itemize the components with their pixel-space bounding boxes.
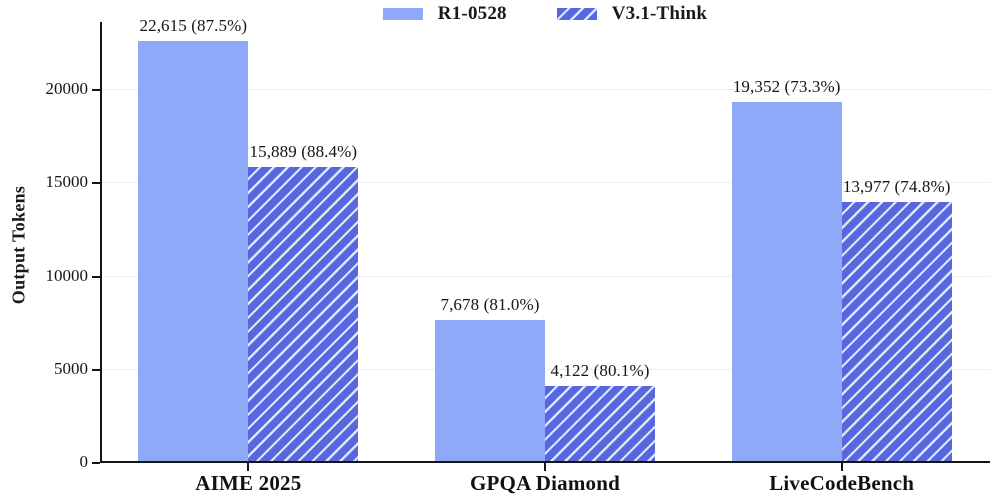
bar-R1-0528-LiveCodeBench xyxy=(731,102,842,463)
x-category-label-2: LiveCodeBench xyxy=(769,471,915,495)
legend-swatch-solid xyxy=(382,8,423,20)
bar-value-label-V3.1-Think-LiveCodeBench: 13,977 (74.8%) xyxy=(842,177,951,197)
legend-label: V3.1-Think xyxy=(611,3,708,24)
y-tick-5000 xyxy=(92,368,100,371)
legend-label: R1-0528 xyxy=(437,3,507,24)
y-tick-label-20000: 20000 xyxy=(45,79,89,99)
y-tick-label-0: 0 xyxy=(79,452,89,471)
bar-V3.1-Think-AIME 2025 xyxy=(248,166,359,463)
plot-area: 0 5000 10000 15000 20000 AIME 2025 GPQA Diamon… xyxy=(46,16,990,495)
gridline-5000 xyxy=(102,368,990,370)
bar-R1-0528-GPQA Diamond xyxy=(435,319,545,463)
gridline-15000 xyxy=(102,182,990,184)
legend: R1-0528 V3.1-Think xyxy=(100,3,990,25)
legend-item-v31-think: V3.1-Think xyxy=(556,3,708,25)
bar-R1-0528-AIME 2025 xyxy=(138,41,249,463)
x-axis-line xyxy=(100,461,990,463)
y-tick-0 xyxy=(92,462,100,464)
x-category-label-0: AIME 2025 xyxy=(195,471,302,495)
bar-V3.1-Think-LiveCodeBench xyxy=(841,202,952,463)
y-tick-10000 xyxy=(92,275,100,278)
x-category-label-1: GPQA Diamond xyxy=(469,471,621,495)
bar-value-label-R1-0528-GPQA Diamond: 7,678 (81.0%) xyxy=(440,294,540,314)
x-tick-2 xyxy=(840,463,843,471)
gridline-10000 xyxy=(102,275,990,277)
bar-value-label-R1-0528-LiveCodeBench: 19,352 (73.3%) xyxy=(732,77,841,97)
legend-swatch-hatched xyxy=(556,8,597,20)
y-tick-label-5000: 5000 xyxy=(54,358,88,378)
y-axis-title: Output Tokens xyxy=(8,185,29,305)
y-tick-label-10000: 10000 xyxy=(45,265,89,285)
x-tick-0 xyxy=(247,463,250,471)
bar-value-label-V3.1-Think-AIME 2025: 15,889 (88.4%) xyxy=(249,141,358,161)
bar-V3.1-Think-GPQA Diamond xyxy=(545,386,655,463)
y-tick-15000 xyxy=(92,182,100,185)
legend-item-r1-0528: R1-0528 xyxy=(382,3,507,25)
y-tick-label-15000: 15000 xyxy=(45,172,89,192)
x-tick-1 xyxy=(544,463,546,471)
bar-value-label-R1-0528-AIME 2025: 22,615 (87.5%) xyxy=(139,16,248,36)
y-axis-line xyxy=(100,22,102,463)
gridline-20000 xyxy=(102,89,990,91)
bar-value-label-V3.1-Think-GPQA Diamond: 4,122 (80.1%) xyxy=(550,361,650,381)
y-tick-20000 xyxy=(92,89,100,92)
